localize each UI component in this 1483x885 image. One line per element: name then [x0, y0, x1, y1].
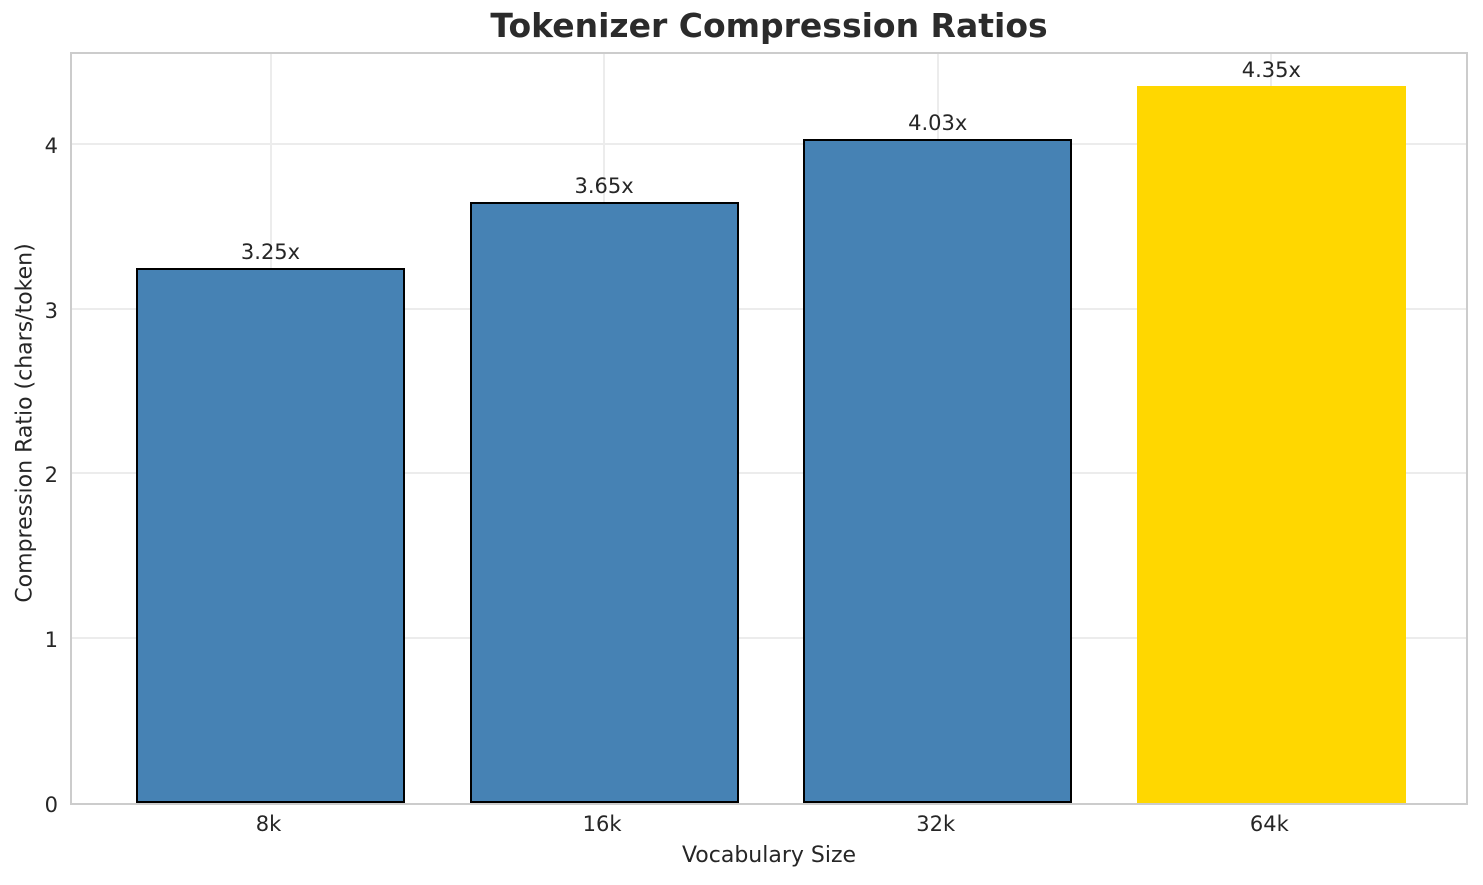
y-tick-label: 4 [44, 133, 58, 158]
x-tick-label-64k: 64k [1249, 812, 1289, 836]
bar-value-label-8k: 3.25x [240, 239, 301, 264]
gridline-y-3 [72, 307, 1466, 310]
y-tick-label: 0 [44, 793, 58, 817]
y-tick-label: 3 [44, 298, 58, 323]
bar-8k [136, 267, 405, 803]
x-tick-label-32k: 32k [916, 812, 956, 836]
x-axis-title: Vocabulary Size [681, 843, 857, 868]
bar-value-label-64k: 4.35x [1241, 58, 1301, 83]
bar-32k [803, 138, 1073, 803]
x-tick-label-16k: 16k [582, 812, 622, 836]
bar-value-label-32k: 4.03x [908, 110, 968, 135]
bar-value-label-16k: 3.65x [574, 173, 634, 198]
y-tick-label: 2 [44, 463, 58, 488]
gridline-y-1 [72, 637, 1466, 640]
plot-area: 3.25x 3.65x 4.03x 4.35x [70, 52, 1468, 805]
chart-title: Tokenizer Compression Ratios [490, 6, 1048, 45]
gridline-y-4 [72, 142, 1466, 145]
x-tick-label-8k: 8k [255, 812, 282, 836]
bar-64k [1136, 86, 1406, 803]
gridline-y-2 [72, 472, 1466, 475]
y-tick-label: 1 [44, 628, 58, 653]
bar-16k [469, 201, 739, 803]
